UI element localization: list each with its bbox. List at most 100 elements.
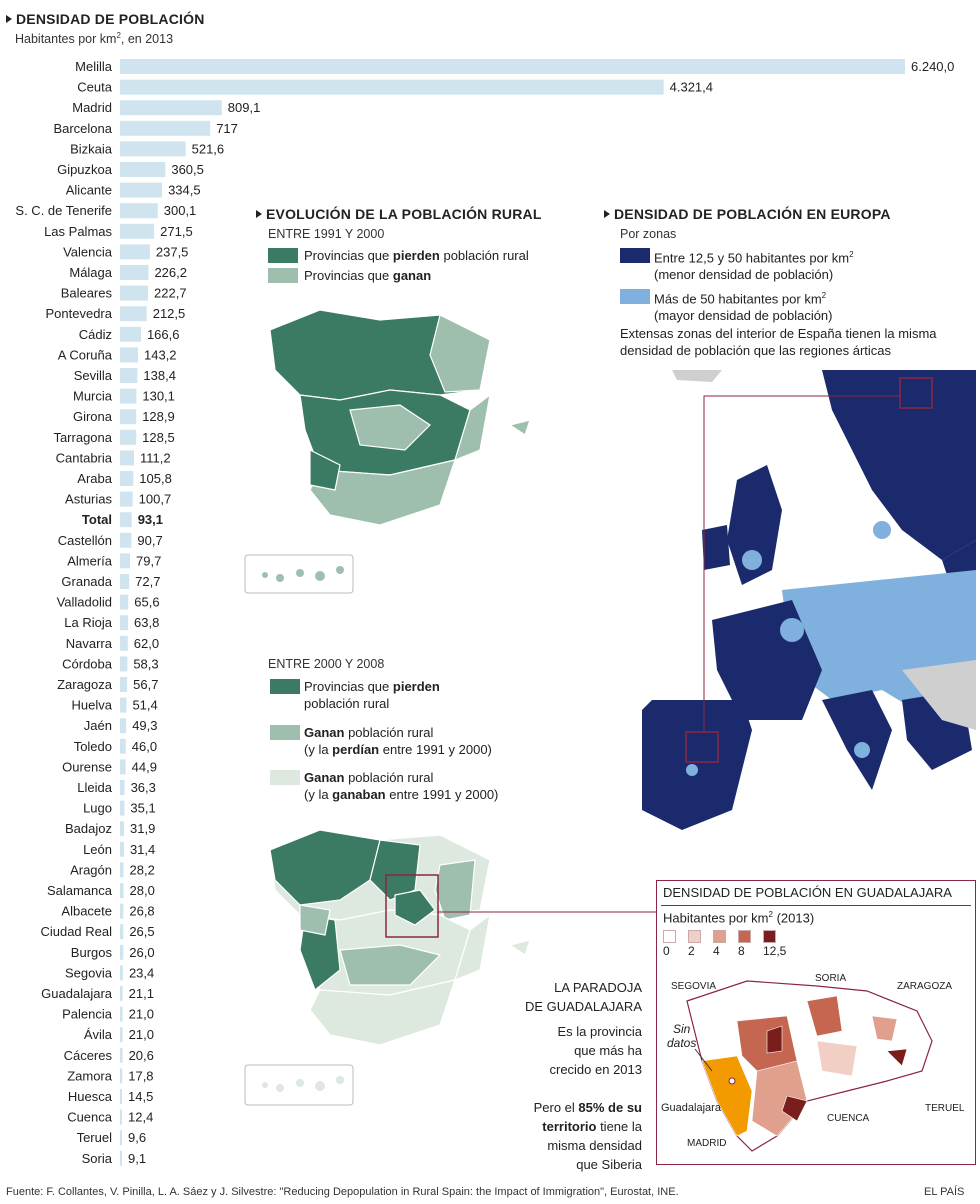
category-label: Gipuzkoa (57, 162, 113, 177)
category-label: Almería (67, 553, 113, 568)
label-no-data-1: Sin (673, 1022, 691, 1036)
value-label: 28,2 (130, 862, 155, 877)
guadalajara-highlight-box (385, 874, 439, 938)
legend-gain-1: Provincias que ganan (304, 268, 432, 283)
legend-swatch-gain-2 (270, 725, 300, 740)
bar (120, 883, 124, 898)
value-label: 35,1 (130, 801, 155, 816)
category-label: Soria (82, 1151, 113, 1166)
paradox-title: LA PARADOJA DE GUADALAJARA (524, 980, 642, 1014)
value-label: 300,1 (164, 203, 197, 218)
value-label: 12,4 (128, 1110, 153, 1125)
bar (120, 862, 124, 878)
value-label: 23,4 (129, 965, 154, 980)
scale-label: 2 (688, 944, 695, 958)
bar (120, 986, 123, 1001)
bar (120, 821, 125, 837)
legend-gain-2: Ganan población rural (y la perdían entr… (304, 725, 492, 757)
category-label: Segovia (65, 965, 113, 980)
bar (120, 1150, 122, 1166)
bar (120, 574, 130, 589)
value-label: 271,5 (160, 224, 193, 239)
label-guadalajara-city: Guadalajara (661, 1102, 722, 1114)
bar (120, 512, 132, 528)
bar (120, 800, 125, 816)
category-label: Valencia (63, 244, 113, 259)
bar (120, 780, 125, 795)
bar (120, 223, 155, 239)
value-label: 138,4 (143, 368, 176, 383)
bar (120, 306, 147, 322)
bar (120, 368, 138, 383)
uk-ireland (702, 465, 782, 585)
value-label: 111,2 (140, 450, 171, 465)
map-region-north (269, 309, 491, 401)
guadalajara-title: DENSIDAD DE POBLACIÓN EN GUADALAJARA (663, 885, 952, 900)
bar (120, 203, 158, 219)
value-label: 26,0 (129, 945, 154, 960)
category-label: Pontevedra (46, 306, 113, 321)
bar (120, 491, 133, 507)
category-label: León (83, 842, 112, 857)
label-no-data-2: datos (667, 1036, 696, 1050)
category-label: Guadalajara (41, 986, 113, 1001)
europe-subtitle: Por zonas (620, 227, 677, 241)
bar (120, 1006, 123, 1022)
category-label: Jaén (84, 718, 112, 733)
category-label: Bizkaia (70, 141, 113, 156)
value-label: 90,7 (137, 533, 162, 548)
bar (120, 326, 141, 342)
category-label: Aragón (70, 862, 112, 877)
legend-swatch-eu-low (620, 248, 650, 263)
category-label: Castellón (58, 533, 112, 548)
scale-label: 0 (663, 944, 670, 958)
value-label: 65,6 (134, 595, 159, 610)
bar (120, 1089, 122, 1104)
bar (120, 759, 126, 775)
spain-highlight-box (685, 731, 719, 763)
rural-title: EVOLUCIÓN DE LA POBLACIÓN RURAL (256, 206, 542, 222)
guadalajara-map: SEGOVIA SORIA ZARAGOZA TERUEL CUENCA MAD… (661, 973, 965, 1152)
value-label: 6.240,0 (911, 59, 954, 74)
bar (120, 100, 222, 116)
spain-rural-map-2000-2008 (244, 829, 531, 1106)
guadalajara-unit: Habitantes por km2 (2013) (663, 910, 815, 926)
category-label: Teruel (77, 1130, 113, 1145)
bar (120, 182, 163, 198)
legend-swatch-gain-prev (270, 770, 300, 785)
value-label: 809,1 (228, 100, 261, 115)
value-label: 9,1 (128, 1151, 146, 1166)
category-label: Melilla (75, 59, 113, 74)
legend-swatch-gain (268, 268, 298, 283)
label-segovia: SEGOVIA (671, 981, 716, 992)
bar (120, 347, 139, 363)
category-label: Cantabria (56, 450, 113, 465)
value-label: 21,1 (129, 986, 154, 1001)
category-label: Zaragoza (57, 677, 113, 692)
bar (120, 429, 137, 445)
legend-lose-1: Provincias que pierden población rural (304, 248, 529, 263)
bar (120, 697, 127, 713)
value-label: 44,9 (132, 759, 157, 774)
value-label: 26,8 (129, 904, 154, 919)
bullet-icon (604, 210, 610, 218)
legend-lose-2: Provincias que pierden población rural (304, 679, 440, 711)
bar (120, 1068, 123, 1084)
category-label: La Rioja (64, 615, 112, 630)
value-label: 100,7 (139, 492, 172, 507)
value-label: 128,5 (142, 430, 175, 445)
label-zaragoza: ZARAGOZA (897, 981, 952, 992)
label-teruel: TERUEL (925, 1103, 965, 1114)
category-label: Asturias (65, 492, 112, 507)
map2-segovia (299, 904, 331, 936)
bar (120, 1027, 123, 1043)
value-label: 93,1 (138, 512, 163, 527)
bar (120, 265, 149, 280)
bar (120, 677, 128, 692)
bar (120, 615, 129, 631)
value-label: 222,7 (154, 286, 187, 301)
rural-period-1: ENTRE 1991 Y 2000 (268, 227, 385, 241)
guadalajara-title-rule (661, 905, 971, 906)
bar (120, 450, 134, 466)
